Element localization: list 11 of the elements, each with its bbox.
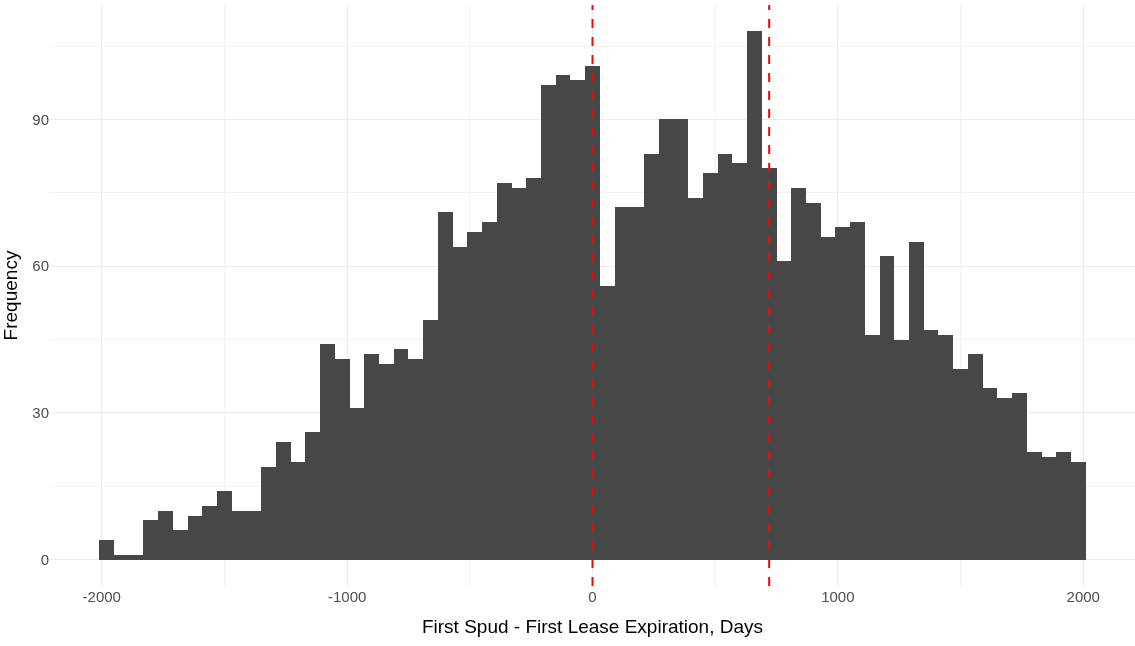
y-tick-label: 30 bbox=[32, 404, 49, 422]
x-tick-label: 0 bbox=[588, 588, 597, 605]
x-tick-label: -1000 bbox=[327, 588, 367, 605]
y-tick-label: 90 bbox=[32, 110, 49, 128]
y-axis-title: Frequency bbox=[0, 250, 21, 341]
y-tick-label: 0 bbox=[40, 550, 49, 568]
x-tick-label: 1000 bbox=[821, 588, 855, 605]
x-tick-label: -2000 bbox=[82, 588, 121, 605]
y-tick-label: 60 bbox=[32, 257, 49, 275]
x-tick-label: 2000 bbox=[1066, 588, 1100, 605]
x-axis-title: First Spud - First Lease Expiration, Days bbox=[421, 615, 764, 637]
